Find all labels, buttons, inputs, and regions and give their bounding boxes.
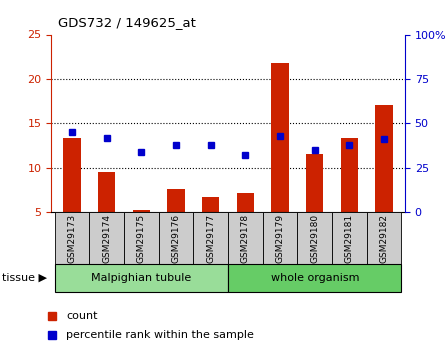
Bar [376, 105, 393, 212]
Text: GSM29174: GSM29174 [102, 214, 111, 263]
FancyBboxPatch shape [367, 212, 401, 264]
FancyBboxPatch shape [89, 212, 124, 264]
Bar [341, 138, 358, 212]
Text: GSM29182: GSM29182 [380, 214, 388, 263]
Text: whole organism: whole organism [271, 273, 359, 283]
FancyBboxPatch shape [124, 212, 159, 264]
FancyBboxPatch shape [228, 212, 263, 264]
Bar [167, 189, 185, 212]
Text: GSM29175: GSM29175 [137, 214, 146, 263]
Text: Malpighian tubule: Malpighian tubule [91, 273, 191, 283]
FancyBboxPatch shape [55, 264, 228, 292]
Bar [271, 63, 289, 212]
Bar [202, 197, 219, 212]
Text: count: count [66, 311, 97, 321]
FancyBboxPatch shape [263, 212, 297, 264]
Text: GSM29180: GSM29180 [310, 214, 319, 263]
FancyBboxPatch shape [228, 264, 401, 292]
Text: GSM29178: GSM29178 [241, 214, 250, 263]
Text: GDS732 / 149625_at: GDS732 / 149625_at [58, 16, 196, 29]
Text: GSM29173: GSM29173 [68, 214, 77, 263]
Text: percentile rank within the sample: percentile rank within the sample [66, 330, 254, 339]
Text: GSM29176: GSM29176 [171, 214, 181, 263]
Text: tissue ▶: tissue ▶ [2, 273, 47, 283]
FancyBboxPatch shape [194, 212, 228, 264]
FancyBboxPatch shape [297, 212, 332, 264]
Bar [306, 155, 324, 212]
FancyBboxPatch shape [159, 212, 194, 264]
Bar [98, 172, 115, 212]
Text: GSM29179: GSM29179 [275, 214, 285, 263]
Bar [237, 193, 254, 212]
Text: GSM29177: GSM29177 [206, 214, 215, 263]
FancyBboxPatch shape [332, 212, 367, 264]
Bar [63, 138, 81, 212]
Text: GSM29181: GSM29181 [345, 214, 354, 263]
Bar [133, 210, 150, 212]
FancyBboxPatch shape [55, 212, 89, 264]
